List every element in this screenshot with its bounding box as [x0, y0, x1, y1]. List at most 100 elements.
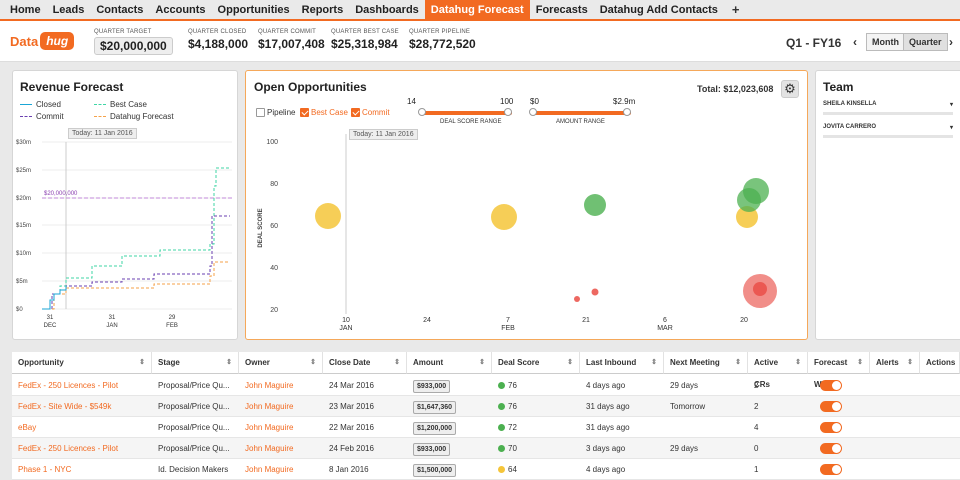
sort-icon[interactable]: ⇕	[226, 359, 232, 366]
nav-tab-accounts[interactable]: Accounts	[155, 4, 206, 16]
nav-tab-home[interactable]: Home	[10, 4, 41, 16]
nav-tab-leads[interactable]: Leads	[52, 4, 85, 16]
sort-icon[interactable]: ⇕	[479, 359, 485, 366]
open-opportunities-title: Open Opportunities	[254, 80, 367, 94]
legend-datahug-forecast[interactable]: Datahug Forecast	[94, 112, 174, 121]
slider-handle-min[interactable]	[529, 108, 537, 116]
inbound-cell: 31 days ago	[586, 423, 630, 432]
nav-tab-dashboards[interactable]: Dashboards	[355, 4, 419, 16]
column-header[interactable]: Owner ⇕	[239, 352, 323, 374]
column-header[interactable]: Forecast Win ⇕	[808, 352, 870, 389]
column-header-label: Stage	[158, 358, 180, 367]
team-member-select[interactable]: JOVITA CARRERO ▾	[823, 124, 953, 131]
column-header[interactable]: Stage ⇕	[152, 352, 239, 374]
bubble[interactable]	[584, 194, 606, 216]
sort-icon[interactable]: ⇕	[651, 359, 657, 366]
forecast-win-toggle[interactable]	[820, 443, 842, 455]
sort-icon[interactable]: ⇕	[567, 359, 573, 366]
meeting-cell: Tomorrow	[670, 402, 706, 411]
table-row[interactable]: FedEx - 250 Licences - Pilot Proposal/Pri…	[12, 375, 960, 396]
sort-icon[interactable]: ⇕	[139, 359, 145, 366]
filter-pipeline-checkbox[interactable]: Pipeline	[256, 108, 295, 117]
slider-handle-max[interactable]	[504, 108, 512, 116]
team-member-select[interactable]: SHEILA KINSELLA ▾	[823, 101, 953, 108]
column-header[interactable]: Amount ⇕	[407, 352, 492, 374]
amount-range-slider[interactable]	[529, 108, 631, 116]
deal-score-value: 70	[508, 444, 517, 453]
nav-tab-datahug-forecast[interactable]: Datahug Forecast	[424, 0, 530, 19]
bubble[interactable]	[574, 296, 580, 302]
opportunity-cell[interactable]: Phase 1 - NYC	[18, 465, 72, 474]
bubble[interactable]	[315, 203, 341, 229]
filter-commit-checkbox[interactable]: Commit	[351, 108, 390, 117]
legend-best-case[interactable]: Best Case	[94, 100, 147, 109]
sort-icon[interactable]: ⇕	[907, 359, 913, 366]
column-header[interactable]: Actions	[920, 352, 960, 374]
sort-icon[interactable]: ⇕	[795, 359, 801, 366]
column-header[interactable]: Deal Score ⇕	[492, 352, 580, 374]
caret-down-icon: ▾	[949, 125, 953, 131]
forecast-win-toggle[interactable]	[820, 422, 842, 434]
nav-tab-forecasts[interactable]: Forecasts	[535, 4, 588, 16]
slider-handle-min[interactable]	[418, 108, 426, 116]
opportunity-cell[interactable]: eBay	[18, 423, 37, 432]
sort-icon[interactable]: ⇕	[857, 359, 863, 366]
nav-tab-contacts[interactable]: Contacts	[96, 4, 144, 16]
nav-tab-datahug-add-contacts[interactable]: Datahug Add Contacts	[599, 4, 718, 16]
quarter-button[interactable]: Quarter	[903, 33, 948, 51]
nav-tab-reports[interactable]: Reports	[301, 4, 344, 16]
forecast-win-toggle[interactable]	[820, 401, 842, 413]
column-header[interactable]: Next Meeting ⇕	[664, 352, 748, 374]
amount-range-min: $0	[530, 97, 539, 106]
bubble[interactable]	[591, 288, 599, 296]
table-row[interactable]: Phase 1 - NYC Id. Decision Makers John Mag…	[12, 459, 960, 480]
table-row[interactable]: eBay Proposal/Price Qu... John Maguire 22 M…	[12, 417, 960, 438]
bubble[interactable]	[753, 282, 767, 296]
forecast-win-cell	[814, 459, 842, 480]
opportunity-cell[interactable]: FedEx - Site Wide - $549k	[18, 402, 112, 411]
chevron-left-icon[interactable]: ‹	[853, 35, 857, 49]
x-tick-day: 7	[506, 317, 510, 324]
forecast-win-toggle[interactable]	[820, 464, 842, 476]
x-tick-day: 10	[342, 317, 350, 324]
column-header[interactable]: Last Inbound ⇕	[580, 352, 664, 374]
filter-best-case-checkbox[interactable]: Best Case	[300, 108, 348, 117]
owner-cell[interactable]: John Maguire	[245, 465, 294, 474]
score-dot-icon	[498, 424, 505, 431]
bubble[interactable]	[491, 204, 517, 230]
y-tick: $25m	[16, 168, 31, 174]
datahug-logo[interactable]: Data hug	[10, 30, 75, 52]
opportunity-cell[interactable]: FedEx - 250 Licences - Pilot	[18, 381, 119, 390]
bubble[interactable]	[736, 206, 758, 228]
forecast-win-toggle[interactable]	[820, 380, 842, 392]
owner-cell[interactable]: John Maguire	[245, 381, 294, 390]
opportunity-cell[interactable]: FedEx - 250 Licences - Pilot	[18, 444, 119, 453]
column-header-label: Actions	[926, 358, 956, 367]
amount-badge: $933,000	[413, 380, 451, 393]
add-tab-plus-icon[interactable]: +	[731, 2, 740, 17]
nav-tab-opportunities[interactable]: Opportunities	[217, 4, 290, 16]
table-row[interactable]: FedEx - 250 Licences - Pilot Proposal/Pri…	[12, 438, 960, 459]
owner-cell[interactable]: John Maguire	[245, 444, 294, 453]
team-member-name: JOVITA CARRERO	[823, 124, 877, 130]
bubble[interactable]	[743, 178, 769, 204]
sort-icon[interactable]: ⇕	[310, 359, 316, 366]
deal-score-range-slider[interactable]	[418, 108, 512, 116]
x-tick-day: 20	[740, 317, 748, 324]
top-nav: Home Leads Contacts Accounts Opportunities Re…	[0, 0, 960, 21]
owner-cell[interactable]: John Maguire	[245, 402, 294, 411]
column-header[interactable]: Active CRs ⇕	[748, 352, 808, 389]
column-header[interactable]: Close Date ⇕	[323, 352, 407, 374]
table-row[interactable]: FedEx - Site Wide - $549k Proposal/Price …	[12, 396, 960, 417]
owner-cell[interactable]: John Maguire	[245, 423, 294, 432]
column-header[interactable]: Alerts ⇕	[870, 352, 920, 374]
legend-closed[interactable]: Closed	[20, 100, 61, 109]
sort-icon[interactable]: ⇕	[394, 359, 400, 366]
sort-icon[interactable]: ⇕	[735, 359, 741, 366]
gear-icon[interactable]: ⚙	[781, 80, 799, 98]
chevron-right-icon[interactable]: ›	[949, 35, 953, 49]
column-header[interactable]: Opportunity ⇕	[12, 352, 152, 374]
slider-handle-max[interactable]	[623, 108, 631, 116]
legend-commit[interactable]: Commit	[20, 112, 64, 121]
month-button[interactable]: Month	[866, 33, 905, 51]
